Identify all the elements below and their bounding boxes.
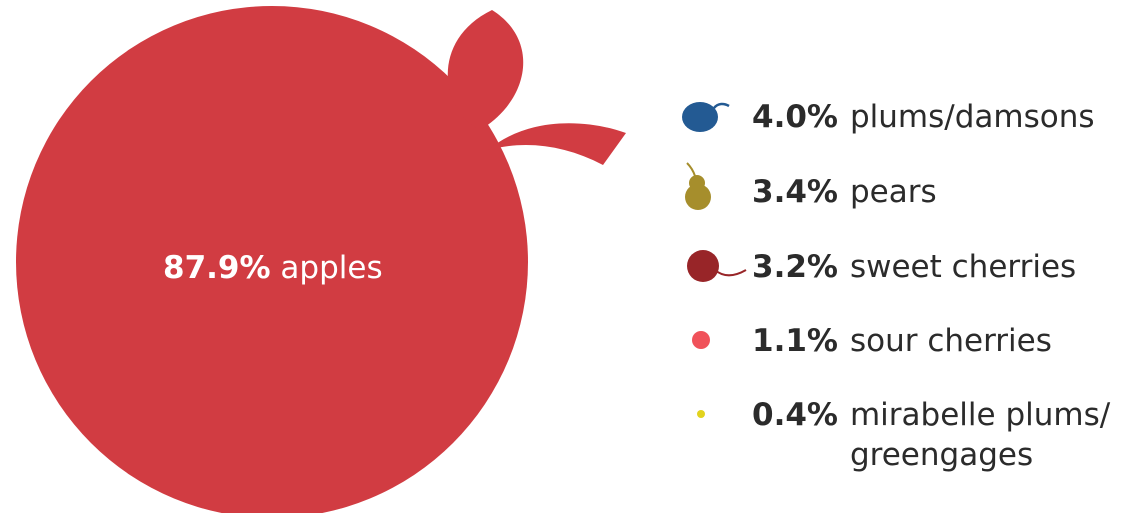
legend-label: mirabelle plums/greengages	[850, 395, 1110, 475]
pear-icon	[685, 162, 711, 210]
apple-slice	[16, 6, 528, 513]
legend-label: sweet cherries	[849, 249, 1077, 285]
legend-value: 3.4%	[752, 174, 838, 210]
legend-item-plums: 4.0% plums/damsons	[752, 97, 1095, 137]
sour-cherry-icon	[692, 331, 710, 349]
apples-name: apples	[280, 250, 383, 286]
legend-item-sweet-cherries: 3.2% sweet cherries	[752, 247, 1076, 287]
legend-label: sour cherries	[849, 323, 1052, 359]
apples-label: 87.9% apples	[163, 248, 383, 288]
legend-value: 0.4%	[752, 397, 838, 433]
legend-label-line-2: greengages	[849, 437, 1034, 473]
legend-label-line-1: mirabelle plums/	[849, 397, 1111, 433]
apple-stem-icon	[488, 123, 626, 165]
legend-label: pears	[849, 174, 937, 210]
legend-value: 1.1%	[752, 323, 838, 359]
legend-item-pears: 3.4% pears	[752, 172, 937, 212]
legend-item-mirabelle: 0.4% mirabelle plums/greengages	[752, 395, 1110, 475]
mirabelle-icon	[697, 410, 705, 418]
apples-value: 87.9%	[163, 250, 271, 286]
legend-label: plums/damsons	[849, 99, 1095, 135]
legend-value: 4.0%	[752, 99, 838, 135]
legend-value: 3.2%	[752, 249, 838, 285]
plum-icon	[682, 102, 730, 132]
legend-item-sour-cherries: 1.1% sour cherries	[752, 321, 1052, 361]
apple-leaf-icon	[447, 10, 524, 130]
sweet-cherry-icon	[687, 250, 747, 282]
